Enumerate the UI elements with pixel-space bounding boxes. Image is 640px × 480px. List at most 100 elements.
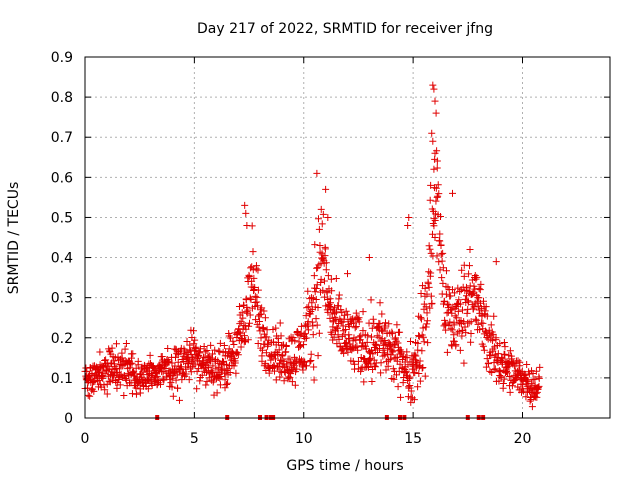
data-point (327, 299, 335, 307)
data-point (455, 296, 463, 304)
data-point (103, 390, 111, 398)
data-point (274, 350, 282, 358)
data-point (314, 352, 322, 360)
data-point (121, 345, 129, 353)
data-point (432, 197, 440, 205)
data-point (485, 359, 493, 367)
data-point (215, 347, 223, 355)
y-tick-label: 0.1 (51, 371, 73, 387)
data-point (100, 381, 108, 389)
data-point (428, 299, 436, 307)
data-point (435, 258, 443, 266)
data-point (322, 266, 330, 274)
data-point (110, 357, 118, 365)
data-point (115, 365, 123, 373)
data-point (494, 350, 502, 358)
data-point (451, 289, 459, 297)
data-point (514, 357, 522, 365)
data-point (506, 388, 514, 396)
data-point (169, 392, 177, 400)
data-point (265, 369, 273, 377)
data-point (367, 296, 375, 304)
data-point (335, 335, 343, 343)
data-point (241, 337, 249, 345)
data-point (476, 286, 484, 294)
data-point (482, 303, 490, 311)
data-point (417, 314, 425, 322)
data-point (259, 325, 267, 333)
data-point (469, 290, 477, 298)
data-point (374, 348, 382, 356)
data-point (129, 369, 137, 377)
data-point (419, 364, 427, 372)
data-point (112, 340, 120, 348)
data-point (240, 302, 248, 310)
data-point (460, 318, 468, 326)
data-point (243, 221, 251, 229)
data-point (490, 312, 498, 320)
data-point (475, 285, 483, 293)
data-point (458, 266, 466, 274)
data-point (406, 373, 414, 381)
data-point (360, 378, 368, 386)
data-point (258, 357, 266, 365)
data-point (479, 342, 487, 350)
data-point (237, 343, 245, 351)
data-point (406, 382, 414, 390)
data-point (322, 185, 330, 193)
data-point (483, 312, 491, 320)
x-tick-label: 20 (514, 431, 532, 447)
data-point (132, 384, 140, 392)
data-point (388, 328, 396, 336)
data-point (522, 393, 530, 401)
data-points (81, 81, 544, 420)
data-point (506, 347, 514, 355)
data-point (351, 324, 359, 332)
data-point (442, 326, 450, 334)
data-point (444, 300, 452, 308)
data-point (411, 369, 419, 377)
data-point (382, 366, 390, 374)
data-point (344, 270, 351, 278)
data-point (244, 336, 252, 344)
data-point (225, 345, 233, 353)
data-point (191, 336, 199, 344)
data-point (496, 340, 504, 348)
data-point (377, 369, 385, 377)
data-point (105, 377, 113, 385)
data-point (236, 330, 244, 338)
data-point (394, 383, 402, 391)
data-point (324, 213, 332, 221)
data-point (473, 273, 481, 281)
data-point (254, 302, 262, 310)
data-point (303, 362, 311, 370)
data-point (369, 315, 377, 323)
data-point (434, 181, 442, 189)
data-point (460, 272, 468, 280)
data-point (354, 346, 362, 354)
data-point (388, 348, 396, 356)
data-point (189, 356, 197, 364)
data-point (96, 348, 104, 356)
data-point (481, 307, 489, 315)
data-point (113, 368, 121, 376)
data-point (165, 358, 173, 366)
data-point (443, 348, 451, 356)
data-point (153, 372, 161, 380)
data-point (432, 109, 440, 117)
data-point (429, 137, 437, 145)
data-point (455, 327, 463, 335)
data-point (167, 379, 175, 387)
data-point (264, 340, 272, 348)
plot-frame (84, 56, 611, 419)
data-point (319, 286, 327, 294)
data-point (271, 355, 279, 363)
data-point (453, 299, 461, 307)
data-point (392, 337, 400, 345)
data-point (193, 385, 201, 393)
data-point (428, 129, 436, 137)
data-point (243, 309, 251, 317)
data-point (231, 359, 239, 367)
data-point (223, 360, 231, 368)
